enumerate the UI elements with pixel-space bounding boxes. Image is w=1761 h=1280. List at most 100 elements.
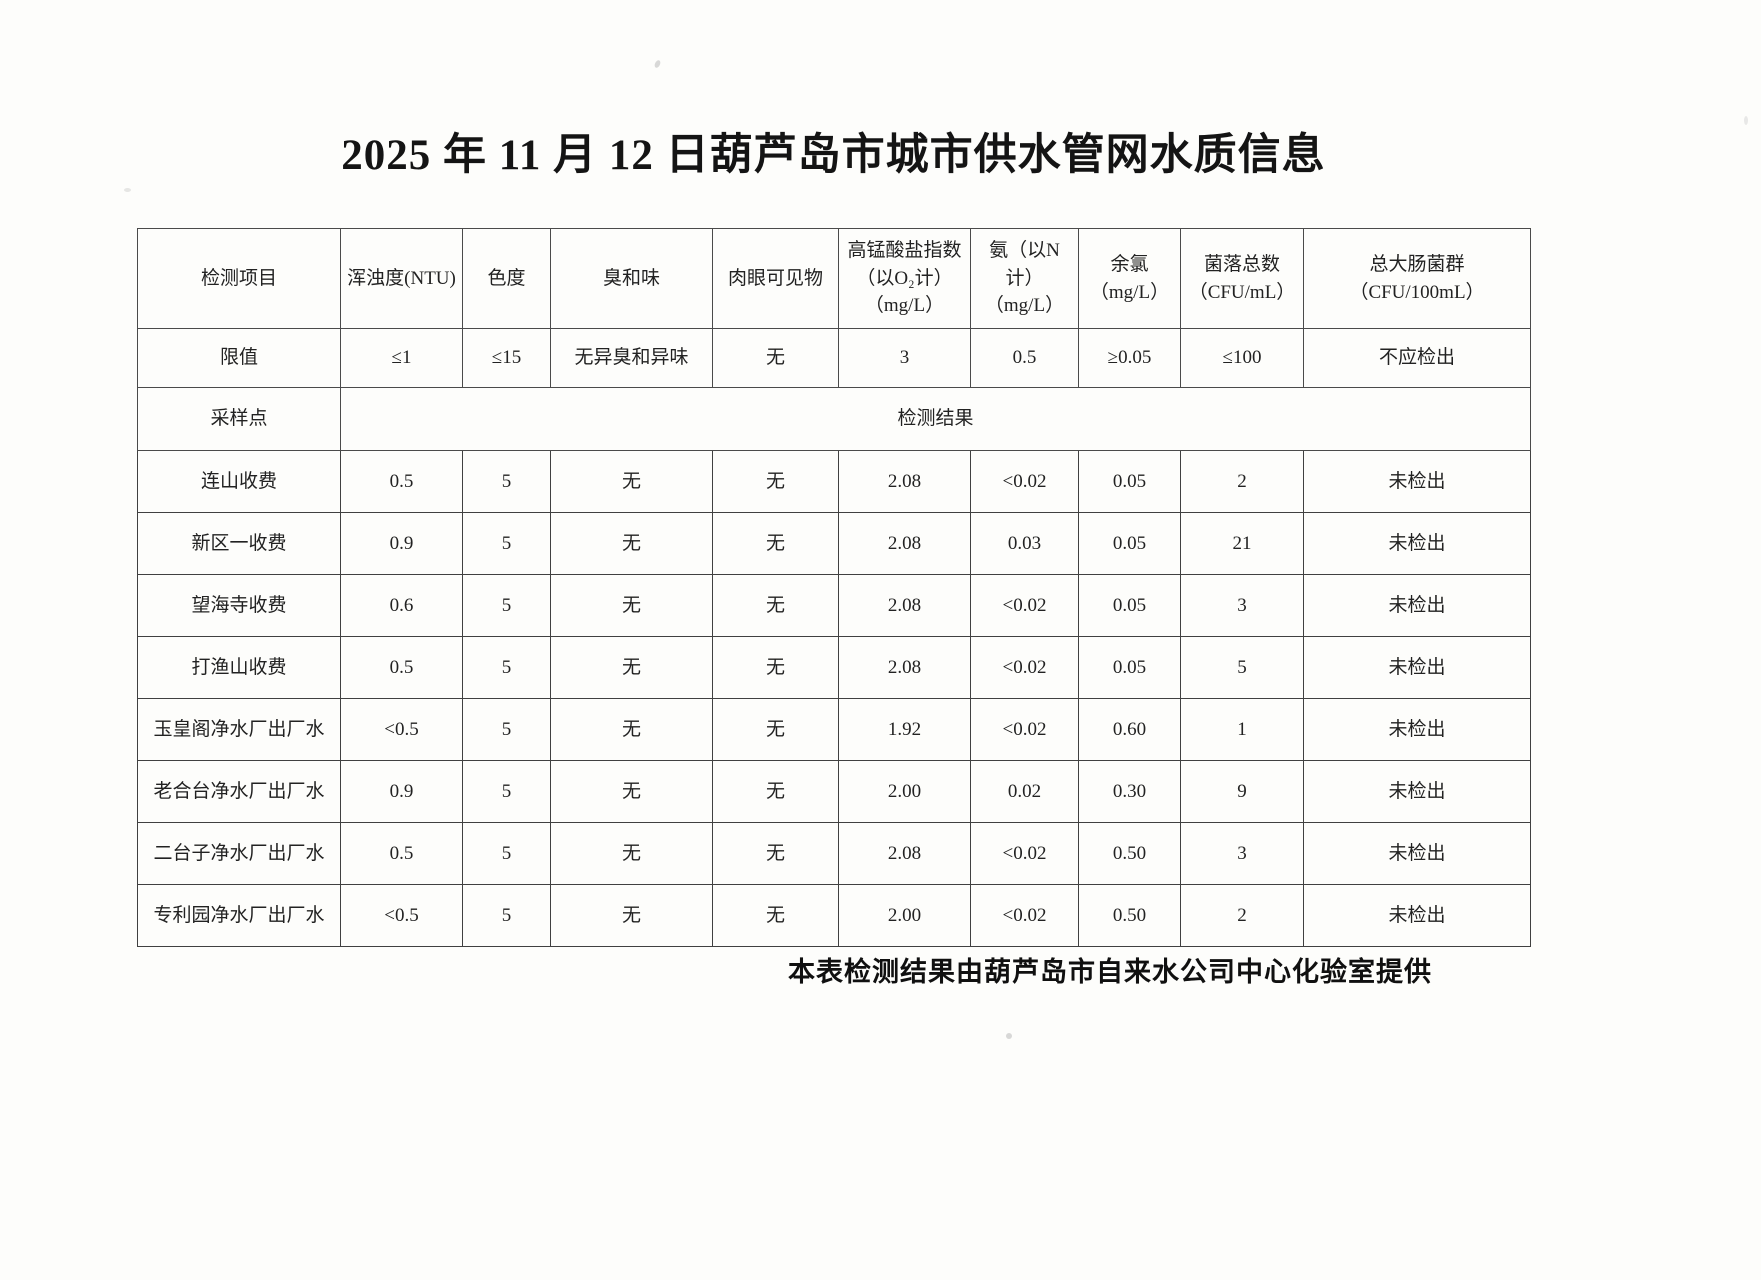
detection-results-merged-cell: 检测结果 xyxy=(340,387,1531,451)
sampling-site-label: 望海寺收费 xyxy=(137,574,341,637)
cell-ammonia: <0.02 xyxy=(970,574,1079,637)
sampling-site-label: 连山收费 xyxy=(137,450,341,513)
sampling-site-label: 打渔山收费 xyxy=(137,636,341,699)
col-header-visible-matter: 肉眼可见物 xyxy=(712,228,839,329)
cell-permanganate-index: 2.08 xyxy=(838,636,971,699)
col-header-total-coliform: 总大肠菌群 （CFU/100mL） xyxy=(1303,228,1531,329)
col-header-residual-chlorine: 余氯 （mg/L） xyxy=(1078,228,1181,329)
cell-colony-count: 2 xyxy=(1180,450,1304,513)
cell-chroma: 5 xyxy=(462,760,551,823)
cell-permanganate-index: 2.08 xyxy=(838,512,971,575)
cell-residual-chlorine: 0.05 xyxy=(1078,636,1181,699)
cell-total-coliform: 未检出 xyxy=(1303,698,1531,761)
cell-total-coliform: 未检出 xyxy=(1303,450,1531,513)
cell-odor: 无 xyxy=(550,636,713,699)
cell-residual-chlorine: 0.05 xyxy=(1078,574,1181,637)
cell-chroma: 5 xyxy=(462,822,551,885)
cell-colony-count: 21 xyxy=(1180,512,1304,575)
cell-total-coliform: 未检出 xyxy=(1303,884,1531,947)
cell-ammonia: <0.02 xyxy=(970,450,1079,513)
cell-total-coliform: 未检出 xyxy=(1303,636,1531,699)
col-header-permanganate-index: 高锰酸盐指数 （以O₂计） （mg/L） xyxy=(838,228,971,329)
sampling-site-label: 新区一收费 xyxy=(137,512,341,575)
header-row: 检测项目 浑浊度(NTU) 色度 臭和味 肉眼可见物 高锰酸盐指数 （以O₂计）… xyxy=(137,228,1531,329)
cell-chroma: 5 xyxy=(462,574,551,637)
scan-speck xyxy=(1006,1033,1012,1039)
scan-speck xyxy=(1744,116,1748,125)
limit-row-label: 限值 xyxy=(137,328,341,388)
cell-colony-count: 5 xyxy=(1180,636,1304,699)
limit-row: 限值 ≤1 ≤15 无异臭和异味 无 3 0.5 ≥0.05 ≤100 不应检出 xyxy=(137,328,1531,388)
cell-colony-count: 3 xyxy=(1180,574,1304,637)
table-row: 老合台净水厂出厂水 0.9 5 无 无 2.00 0.02 0.30 9 未检出 xyxy=(137,760,1531,823)
col-header-odor: 臭和味 xyxy=(550,228,713,329)
cell-visible-matter: 无 xyxy=(712,698,839,761)
cell-odor: 无 xyxy=(550,574,713,637)
cell-ammonia: <0.02 xyxy=(970,636,1079,699)
cell-total-coliform: 未检出 xyxy=(1303,512,1531,575)
cell-permanganate-index: 2.08 xyxy=(838,450,971,513)
cell-visible-matter: 无 xyxy=(712,450,839,513)
cell-odor: 无 xyxy=(550,822,713,885)
table-row: 望海寺收费 0.6 5 无 无 2.08 <0.02 0.05 3 未检出 xyxy=(137,574,1531,637)
col-header-colony-count: 菌落总数 （CFU/mL） xyxy=(1180,228,1304,329)
col-header-turbidity: 浑浊度(NTU) xyxy=(340,228,463,329)
cell-odor: 无 xyxy=(550,698,713,761)
cell-visible-matter: 无 xyxy=(712,636,839,699)
col-header-chroma: 色度 xyxy=(462,228,551,329)
page-title: 2025 年 11 月 12 日葫芦岛市城市供水管网水质信息 xyxy=(341,132,1326,179)
sampling-site-label: 专利园净水厂出厂水 xyxy=(137,884,341,947)
limit-value: 无异臭和异味 xyxy=(550,328,713,388)
sampling-site-label: 玉皇阁净水厂出厂水 xyxy=(137,698,341,761)
scan-speck xyxy=(124,188,131,192)
cell-chroma: 5 xyxy=(462,698,551,761)
limit-value: ≥0.05 xyxy=(1078,328,1181,388)
cell-chroma: 5 xyxy=(462,884,551,947)
cell-residual-chlorine: 0.60 xyxy=(1078,698,1181,761)
table-row: 玉皇阁净水厂出厂水 <0.5 5 无 无 1.92 <0.02 0.60 1 未… xyxy=(137,698,1531,761)
limit-value: 0.5 xyxy=(970,328,1079,388)
cell-visible-matter: 无 xyxy=(712,884,839,947)
cell-total-coliform: 未检出 xyxy=(1303,822,1531,885)
cell-turbidity: <0.5 xyxy=(340,698,463,761)
cell-total-coliform: 未检出 xyxy=(1303,574,1531,637)
cell-turbidity: <0.5 xyxy=(340,884,463,947)
cell-ammonia: 0.02 xyxy=(970,760,1079,823)
limit-value: 3 xyxy=(838,328,971,388)
limit-value: ≤100 xyxy=(1180,328,1304,388)
col-header-ammonia: 氨（以N计） （mg/L） xyxy=(970,228,1079,329)
cell-permanganate-index: 2.08 xyxy=(838,574,971,637)
cell-colony-count: 1 xyxy=(1180,698,1304,761)
cell-chroma: 5 xyxy=(462,636,551,699)
cell-turbidity: 0.5 xyxy=(340,450,463,513)
footer-note: 本表检测结果由葫芦岛市自来水公司中心化验室提供 xyxy=(788,957,1432,987)
table-row: 专利园净水厂出厂水 <0.5 5 无 无 2.00 <0.02 0.50 2 未… xyxy=(137,884,1531,947)
cell-visible-matter: 无 xyxy=(712,574,839,637)
sampling-site-label: 老合台净水厂出厂水 xyxy=(137,760,341,823)
scan-speck xyxy=(653,59,662,69)
sampling-row-label: 采样点 xyxy=(137,387,341,451)
cell-chroma: 5 xyxy=(462,450,551,513)
cell-colony-count: 3 xyxy=(1180,822,1304,885)
table-row: 连山收费 0.5 5 无 无 2.08 <0.02 0.05 2 未检出 xyxy=(137,450,1531,513)
cell-residual-chlorine: 0.05 xyxy=(1078,450,1181,513)
cell-ammonia: <0.02 xyxy=(970,698,1079,761)
cell-residual-chlorine: 0.05 xyxy=(1078,512,1181,575)
cell-colony-count: 9 xyxy=(1180,760,1304,823)
cell-odor: 无 xyxy=(550,512,713,575)
cell-ammonia: <0.02 xyxy=(970,822,1079,885)
cell-visible-matter: 无 xyxy=(712,512,839,575)
cell-total-coliform: 未检出 xyxy=(1303,760,1531,823)
limit-value: 不应检出 xyxy=(1303,328,1531,388)
cell-visible-matter: 无 xyxy=(712,822,839,885)
cell-odor: 无 xyxy=(550,760,713,823)
cell-odor: 无 xyxy=(550,450,713,513)
cell-odor: 无 xyxy=(550,884,713,947)
cell-turbidity: 0.5 xyxy=(340,822,463,885)
table-row: 新区一收费 0.9 5 无 无 2.08 0.03 0.05 21 未检出 xyxy=(137,512,1531,575)
cell-visible-matter: 无 xyxy=(712,760,839,823)
limit-value: ≤15 xyxy=(462,328,551,388)
cell-ammonia: <0.02 xyxy=(970,884,1079,947)
table-row: 打渔山收费 0.5 5 无 无 2.08 <0.02 0.05 5 未检出 xyxy=(137,636,1531,699)
